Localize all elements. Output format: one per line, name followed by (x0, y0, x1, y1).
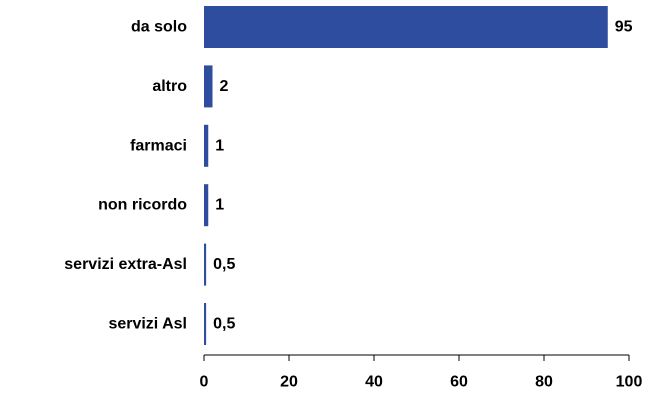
value-label: 1 (215, 137, 224, 154)
x-tick-label: 0 (200, 374, 209, 391)
bar-0 (204, 6, 608, 48)
x-tick-label: 60 (450, 374, 468, 391)
category-label: servizi extra-Asl (64, 256, 187, 273)
value-label: 0,5 (213, 256, 235, 273)
x-tick-label: 20 (280, 374, 298, 391)
x-tick-label: 40 (365, 374, 383, 391)
bar-3 (204, 184, 209, 227)
value-label: 1 (215, 197, 224, 214)
bar-2 (204, 124, 209, 167)
x-tick-label: 100 (616, 374, 643, 391)
category-labels: da solo altro farmaci non ricordo servizi ex… (64, 19, 187, 333)
value-labels: 95 2 1 1 0,5 0,5 (213, 19, 633, 333)
value-label: 95 (615, 19, 633, 36)
x-axis: 0 20 40 60 80 100 (200, 354, 643, 391)
value-label: 0,5 (213, 316, 235, 333)
bar-4 (204, 243, 207, 286)
category-label: farmaci (130, 137, 187, 154)
category-label: altro (152, 78, 187, 95)
category-label: servizi Asl (108, 316, 187, 333)
bars-layer (204, 6, 608, 345)
bar-1 (204, 65, 213, 108)
bar-5 (204, 303, 207, 345)
value-label: 2 (220, 78, 229, 95)
category-label: da solo (131, 19, 187, 36)
x-tick-label: 80 (535, 374, 553, 391)
category-label: non ricordo (98, 197, 187, 214)
